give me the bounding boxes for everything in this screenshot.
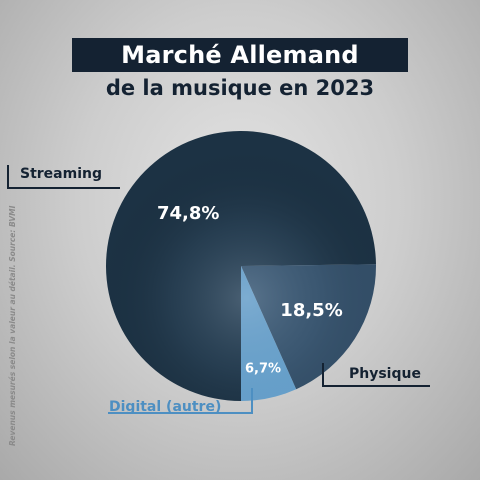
streaming-callout-line (7, 165, 120, 189)
pie-value-label-0: 74,8% (157, 203, 219, 224)
streaming-category-label: Streaming (20, 166, 102, 182)
pie-value-label-2: 6,7% (245, 361, 281, 376)
physique-category-label: Physique (349, 366, 421, 382)
physique-callout-line (322, 363, 430, 387)
chart-subtitle: de la musique en 2023 (105, 76, 375, 100)
pie-value-label-1: 18,5% (280, 300, 342, 321)
source-note: Revenus mesurés selon la valeur au détai… (8, 205, 17, 446)
digital-callout-line (108, 388, 253, 414)
chart-title: Marché Allemand (72, 38, 408, 72)
digital-category-label: Digital (autre) (109, 399, 222, 415)
